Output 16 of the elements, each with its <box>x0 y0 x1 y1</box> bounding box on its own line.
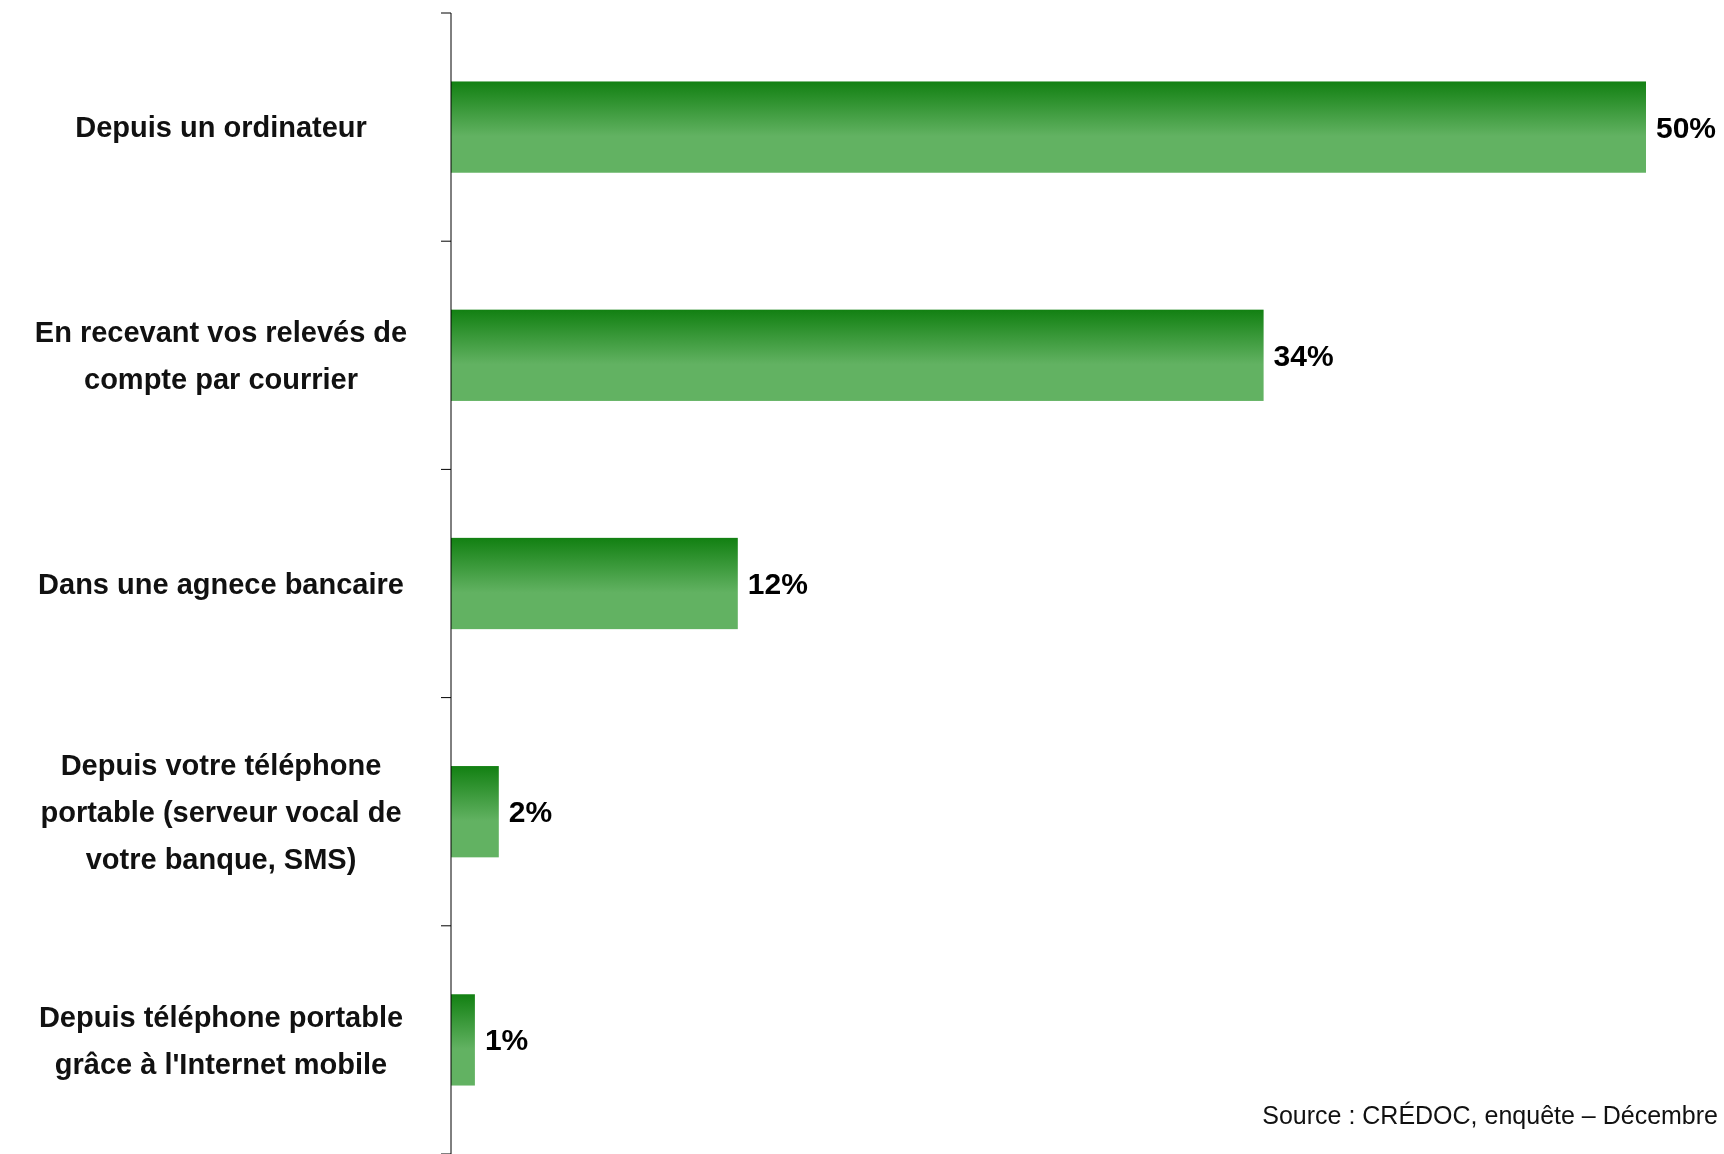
data-label: 50% <box>1656 110 1717 144</box>
y-tick-label: En recevant vos relevés de compte par courrier <box>34 315 408 395</box>
y-tick-label: Depuis téléphone portable grâce à l'Internet mobile <box>38 1000 404 1080</box>
y-tick-label: Dans une agnece bancaire <box>38 567 404 600</box>
bar <box>451 81 1646 173</box>
bar <box>451 309 1264 401</box>
data-label: 12% <box>747 567 808 600</box>
bar <box>451 537 738 630</box>
bar <box>451 994 475 1086</box>
y-tick-label: Depuis un ordinateur <box>75 111 367 144</box>
data-label: 1% <box>484 1023 529 1057</box>
data-label: 34% <box>1273 338 1334 372</box>
data-label: 2% <box>508 795 553 829</box>
y-tick-label: Depuis votre téléphone portable (serveur vocal de votre banque, SMS) <box>40 748 402 875</box>
annotation: Source : CRÉDOC, enquête – Décembre <box>1262 1101 1718 1129</box>
bar <box>451 766 499 858</box>
